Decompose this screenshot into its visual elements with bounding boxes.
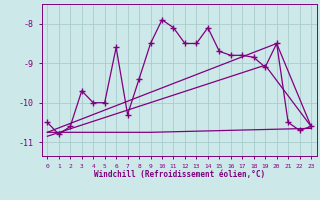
X-axis label: Windchill (Refroidissement éolien,°C): Windchill (Refroidissement éolien,°C) — [94, 170, 265, 179]
